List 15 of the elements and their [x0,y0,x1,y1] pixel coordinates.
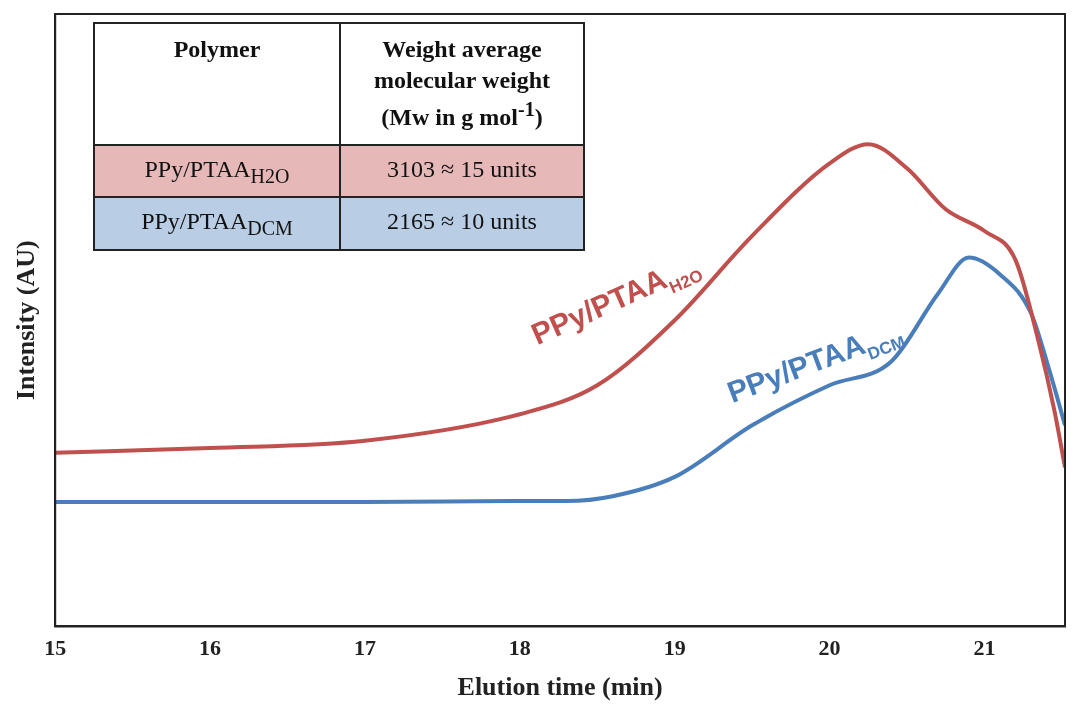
x-axis-title: Elution time (min) [457,672,663,702]
annotation: PPy/PTAA$_{H2O}$ [94,144,340,198]
x-tick-label: 19 [663,635,686,661]
text: Weight average molecular weight (Mw in g mol$^{-1}$) [373,36,551,131]
text: Polymer [173,36,261,62]
x-tick-label: 21 [973,635,996,661]
annotation: 3103 ≈ 15 units [340,144,584,198]
x-tick-label: 15 [44,635,67,661]
y-axis-title: Intensity (AU) [11,240,41,400]
annotation: PPy/PTAA$_{DCM}$ [94,197,340,251]
x-tick-label: 20 [818,635,841,661]
x-tick-label: 17 [353,635,376,661]
x-tick-label: 18 [508,635,531,661]
x-tick-label: 16 [199,635,222,661]
annotation: 2165 ≈ 10 units [340,197,584,251]
